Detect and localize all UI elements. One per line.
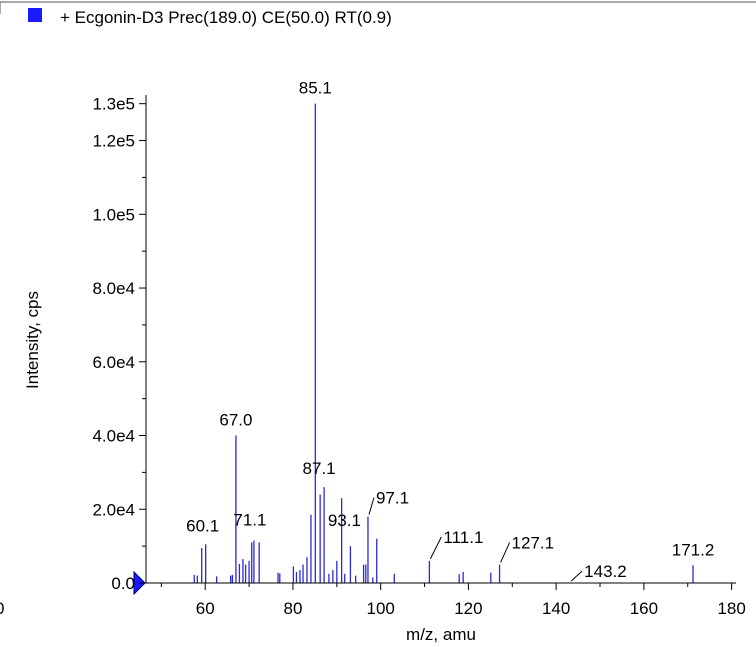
peak-annotation: 143.2 [584,562,627,581]
x-tick-label: 160 [630,599,658,618]
peak-annotation: 60.1 [186,516,219,535]
peaks-group [193,103,694,583]
x-tick-label-partial: 0 [0,599,4,618]
y-axis-label: Intensity, cps [23,291,42,389]
legend-label: + Ecgonin-D3 Prec(189.0) CE(50.0) RT(0.9… [60,8,392,27]
peak-annotation: 87.1 [303,459,336,478]
y-tick-label: 1.0e5 [92,205,135,224]
annotation-leader [368,497,375,515]
peak-annotation: 67.0 [219,411,252,430]
annotation-leader [429,536,442,560]
peak-annotation: 97.1 [376,489,409,508]
peak-annotation: 71.1 [233,511,266,530]
peak-annotation: 171.2 [672,540,715,559]
y-tick-label: 6.0e4 [92,353,135,372]
y-tick-label: 0.0 [111,574,135,593]
x-ticks-group: 60 80 100 120 140 160 180 [160,583,746,618]
x-axis-label: m/z, amu [406,625,476,644]
y-tick-label: 4.0e4 [92,427,135,446]
legend-swatch [28,8,42,22]
peak-annotation: 85.1 [299,79,332,98]
x-tick-label: 120 [454,599,482,618]
annotations-group: 85.1 67.0 87.1 60.1 71.1 93.1 97.1 111.1 127.1 14… [186,79,715,582]
peak-annotation: 127.1 [512,534,555,553]
x-tick-label: 100 [366,599,394,618]
x-tick-label: 180 [717,599,745,618]
x-tick-label: 140 [542,599,570,618]
peak-annotation: 111.1 [443,528,483,547]
x-tick-label: 60 [196,599,215,618]
annotation-leader [500,542,511,563]
y-ticks-group: 0.0 2.0e4 4.0e4 6.0e4 8.0e4 1.0e5 1.2e5 1.3e5 [92,95,146,593]
y-tick-label: 8.0e4 [92,279,135,298]
y-tick-label: 1.2e5 [92,132,135,151]
peak-annotation: 93.1 [328,511,361,530]
y-tick-label: 1.3e5 [92,95,135,114]
x-tick-label: 80 [283,599,302,618]
annotation-leader [570,570,583,582]
y-tick-label: 2.0e4 [92,500,135,519]
